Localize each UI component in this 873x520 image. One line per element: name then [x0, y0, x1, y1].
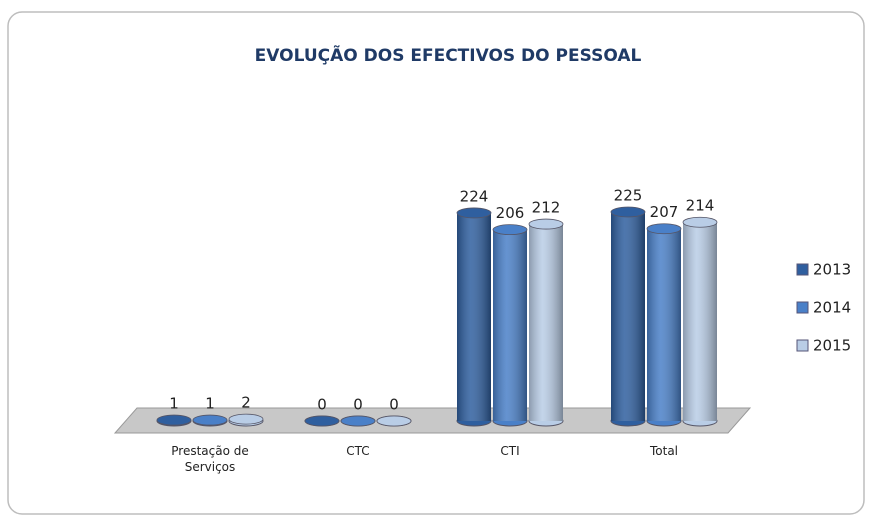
- x-tick-label: Prestação de Serviços: [171, 444, 249, 474]
- bar-shade: [529, 224, 563, 421]
- bar-top: [528, 218, 564, 230]
- legend-label: 2013: [813, 261, 851, 279]
- bar-top: [610, 206, 646, 218]
- legend-label: 2015: [813, 337, 851, 355]
- legend-swatch: [796, 301, 809, 314]
- bar: [610, 206, 646, 427]
- bar: [528, 218, 564, 427]
- floor: [113, 407, 752, 434]
- bar: [456, 207, 492, 427]
- bar: [228, 413, 264, 427]
- bar-shade: [611, 212, 645, 421]
- bar-top: [492, 224, 528, 236]
- bar-top: [228, 413, 264, 425]
- data-label: 0: [317, 396, 327, 414]
- bar-top: [304, 415, 340, 427]
- data-label: 214: [686, 197, 715, 215]
- bar-top: [376, 415, 412, 427]
- bar: [646, 223, 682, 427]
- x-tick-label: CTI: [500, 444, 520, 458]
- data-label: 206: [496, 204, 525, 222]
- x-tick-label: Total: [649, 444, 679, 458]
- bar-top: [456, 207, 492, 219]
- data-label: 1: [169, 395, 179, 413]
- bar-shade: [493, 229, 527, 421]
- bar: [156, 414, 192, 427]
- data-label: 0: [389, 396, 399, 414]
- bar-top: [192, 414, 228, 426]
- chart-border: [7, 11, 865, 515]
- bar-shade: [647, 228, 681, 421]
- data-label: 225: [614, 187, 643, 205]
- data-label: 1: [205, 395, 215, 413]
- bar: [304, 415, 340, 427]
- bar-shade: [683, 222, 717, 421]
- chart-title: EVOLUÇÃO DOS EFECTIVOS DO PESSOAL: [255, 43, 642, 66]
- bar-top: [646, 223, 682, 235]
- bar-top: [156, 414, 192, 426]
- bar-shade: [457, 212, 491, 421]
- data-label: 207: [650, 203, 679, 221]
- bar: [192, 414, 228, 427]
- x-tick-label: CTC: [346, 444, 370, 458]
- data-label: 0: [353, 396, 363, 414]
- data-label: 224: [460, 187, 489, 205]
- bar: [492, 224, 528, 427]
- bar: [340, 415, 376, 427]
- legend-swatch: [796, 263, 809, 276]
- bar-top: [340, 415, 376, 427]
- legend-label: 2014: [813, 299, 851, 317]
- bar: [376, 415, 412, 427]
- bar: [682, 216, 718, 427]
- legend-swatch: [796, 339, 809, 352]
- data-label: 212: [532, 199, 561, 217]
- data-label: 2: [241, 394, 251, 412]
- bar-top: [682, 216, 718, 228]
